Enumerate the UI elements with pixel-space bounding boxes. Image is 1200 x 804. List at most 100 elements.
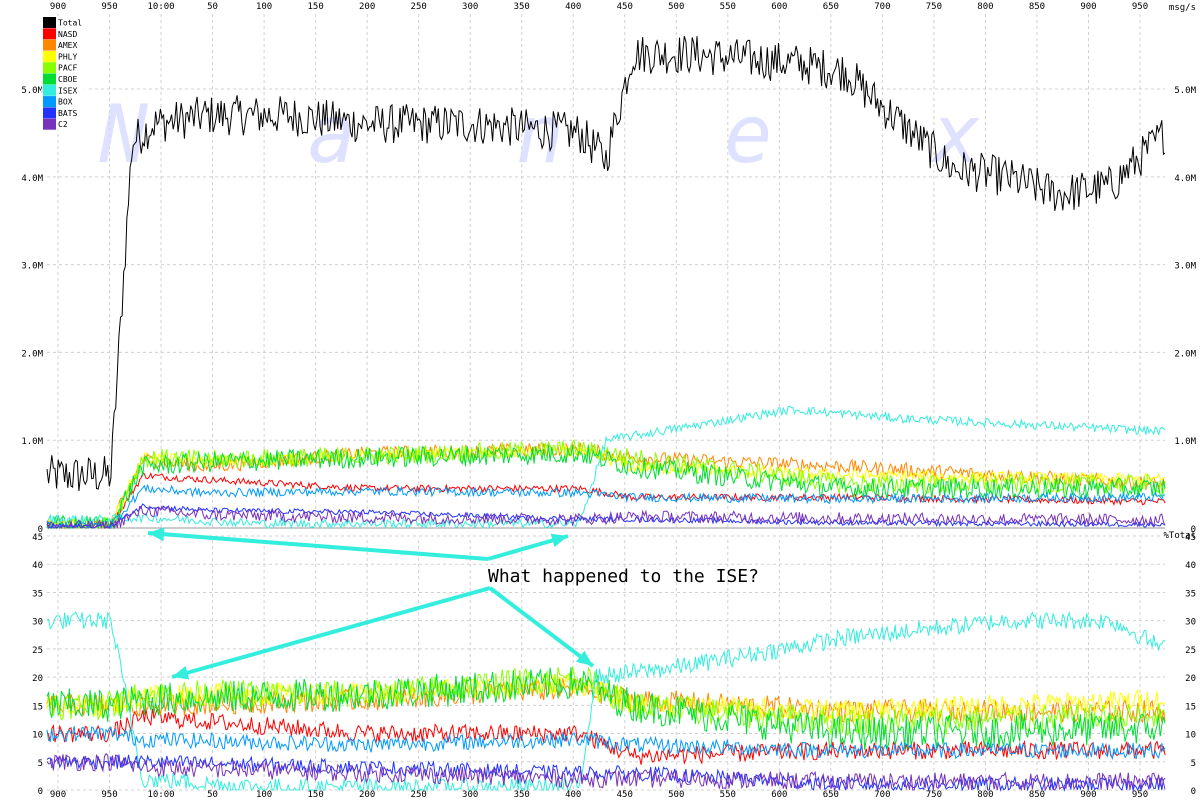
top-x-tick-9: 350: [514, 2, 530, 12]
legend-label-total: Total: [58, 19, 82, 28]
top-y-tick-right-5: 5.0M: [1174, 86, 1196, 96]
legend-swatch-isex: [43, 84, 56, 96]
top-x-tick-2: 10:00: [148, 2, 175, 12]
bottom-x-tick-3: 50: [207, 790, 218, 800]
top-x-tick-15: 650: [823, 2, 839, 12]
legend-label-box: BOX: [58, 98, 73, 107]
top-x-tick-0: 900: [50, 2, 66, 12]
bottom-y-tick-left-7: 35: [32, 589, 43, 599]
top-x-tick-7: 250: [411, 2, 427, 12]
bottom-x-tick-1: 950: [101, 790, 117, 800]
legend-label-amex: AMEX: [58, 41, 77, 50]
top-x-tick-21: 950: [1132, 2, 1148, 12]
bottom-x-tick-16: 700: [874, 790, 890, 800]
legend-swatch-c2: [43, 118, 56, 130]
series-bottom: [46, 611, 1166, 792]
bottom-y-tick-left-2: 10: [32, 731, 43, 741]
bottom-y-tick-right-3: 15: [1185, 702, 1196, 712]
x-ticks-bottom: 900 950 10:00 50 100 150 200 250 300 350 400 450 500…: [50, 790, 1148, 800]
top-x-tick-5: 150: [307, 2, 323, 12]
top-y-tick-right-1: 1.0M: [1174, 437, 1196, 447]
bottom-x-tick-11: 450: [617, 790, 633, 800]
top-series-cboe: [46, 444, 1166, 530]
top-x-tick-12: 500: [668, 2, 684, 12]
bottom-y-tick-left-4: 20: [32, 674, 43, 684]
legend-label-isex: ISEX: [58, 86, 77, 95]
legend: Total NASD AMEX PHLY PACF CBOE ISEX BOX BATS C2: [42, 16, 86, 130]
bottom-x-tick-21: 950: [1132, 790, 1148, 800]
bottom-x-tick-15: 650: [823, 790, 839, 800]
annotation-arrows: [147, 527, 595, 680]
bottom-x-tick-14: 600: [771, 790, 787, 800]
unit-label-bottom: %Total: [1163, 531, 1196, 541]
bottom-y-tick-right-1: 5: [1191, 759, 1196, 769]
bottom-x-tick-7: 250: [411, 790, 427, 800]
top-y-tick-right-3: 3.0M: [1174, 262, 1196, 272]
bottom-x-tick-5: 150: [307, 790, 323, 800]
bottom-x-tick-2: 10:00: [148, 790, 175, 800]
legend-swatch-total: [43, 17, 56, 28]
top-y-tick-right-2: 2.0M: [1174, 349, 1196, 359]
top-y-tick-left-0: 0: [38, 525, 43, 535]
bottom-y-tick-right-5: 25: [1185, 646, 1196, 656]
legend-label-c2: C2: [58, 120, 68, 129]
top-series-pacf: [46, 438, 1166, 530]
bottom-y-tick-right-9: 45: [1185, 533, 1196, 543]
legend-label-phly: PHLY: [58, 52, 77, 61]
legend-swatch-pacf: [43, 62, 56, 74]
bottom-y-tick-left-6: 30: [32, 618, 43, 628]
bottom-y-tick-right-0: 0: [1191, 787, 1196, 797]
y-ticks-bottom: 0 0 5 5 10 10 15 15 20 20 25 25 30 30 35 35 40 40 45 45: [32, 533, 1196, 797]
annotation-text: What happened to the ISE?: [488, 566, 759, 587]
top-y-tick-left-4: 4.0M: [21, 174, 43, 184]
bottom-x-tick-18: 800: [977, 790, 993, 800]
legend-label-pacf: PACF: [58, 64, 77, 73]
top-x-tick-14: 600: [771, 2, 787, 12]
legend-label-cboe: CBOE: [58, 75, 77, 84]
arrow-ise-top-left: [147, 527, 489, 561]
bottom-x-tick-20: 900: [1080, 790, 1096, 800]
top-y-tick-left-2: 2.0M: [21, 349, 43, 359]
top-series-box: [46, 484, 1166, 530]
bottom-y-tick-right-6: 30: [1185, 618, 1196, 628]
series-top: [46, 36, 1166, 530]
arrow-ise-bottom-right: [488, 586, 595, 668]
top-x-tick-19: 850: [1029, 2, 1045, 12]
x-ticks-top: 900 950 10:00 50 100 150 200 250 300 350 400 450 500…: [50, 2, 1148, 12]
bottom-y-tick-left-1: 5: [38, 759, 43, 769]
top-x-tick-18: 800: [977, 2, 993, 12]
top-y-tick-left-3: 3.0M: [21, 262, 43, 272]
bottom-x-tick-10: 400: [565, 790, 581, 800]
legend-swatch-box: [43, 96, 56, 108]
legend-swatch-amex: [43, 39, 56, 51]
bottom-y-tick-right-7: 35: [1185, 589, 1196, 599]
top-x-tick-8: 300: [462, 2, 478, 12]
top-x-tick-11: 450: [617, 2, 633, 12]
legend-swatch-cboe: [43, 73, 56, 85]
top-y-tick-left-5: 5.0M: [21, 86, 43, 96]
bottom-series-cboe: [46, 667, 1166, 750]
bottom-y-tick-right-2: 10: [1185, 731, 1196, 741]
legend-label-nasd: NASD: [58, 30, 77, 39]
top-y-tick-right-4: 4.0M: [1174, 174, 1196, 184]
bottom-series-isex: [47, 611, 1166, 792]
top-series-total: [46, 36, 1166, 492]
bottom-y-tick-left-5: 25: [32, 646, 43, 656]
bottom-y-tick-right-4: 20: [1185, 674, 1196, 684]
top-x-tick-20: 900: [1080, 2, 1096, 12]
bottom-y-tick-left-0: 0: [38, 787, 43, 797]
bottom-y-tick-left-9: 45: [32, 533, 43, 543]
legend-label-bats: BATS: [58, 109, 77, 118]
top-x-tick-1: 950: [101, 2, 117, 12]
y-ticks-top: 0 0 1.0M 1.0M 2.0M 2.0M 3.0M 3.0M 4.0M 4.0M 5.0M 5.…: [21, 86, 1196, 535]
watermark-text: Nanex: [99, 88, 1141, 181]
bottom-y-tick-right-8: 40: [1185, 561, 1196, 571]
arrow-ise-bottom-left: [171, 586, 491, 680]
top-series-bats: [46, 503, 1166, 529]
arrow-ise-top-right: [487, 533, 569, 561]
bottom-x-tick-9: 350: [514, 790, 530, 800]
top-x-tick-3: 50: [207, 2, 218, 12]
top-x-tick-17: 750: [926, 2, 942, 12]
